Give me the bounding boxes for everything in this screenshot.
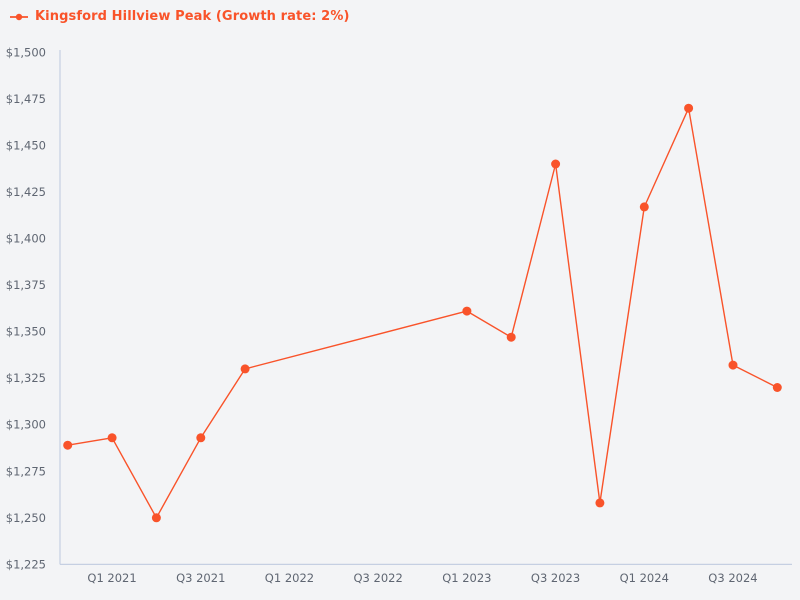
- y-tick-label: $1,350: [6, 325, 46, 339]
- x-tick-label: Q1 2024: [620, 571, 669, 585]
- x-tick-label: Q3 2021: [176, 571, 225, 585]
- y-tick-label: $1,250: [6, 511, 46, 525]
- y-tick-label: $1,475: [6, 92, 46, 106]
- y-tick-label: $1,275: [6, 464, 46, 478]
- series-line: [67, 107, 778, 519]
- legend-label: Kingsford Hillview Peak (Growth rate: 2%…: [35, 9, 350, 24]
- data-point-marker: [639, 202, 649, 212]
- y-tick-label: $1,500: [6, 45, 46, 59]
- data-point-marker: [151, 513, 161, 523]
- x-tick-label: Q1 2022: [265, 571, 314, 585]
- x-tick-label: Q3 2022: [354, 571, 403, 585]
- y-tick-label: $1,425: [6, 185, 46, 199]
- data-point-marker: [728, 360, 738, 370]
- data-point-marker: [240, 364, 250, 374]
- data-point-marker: [772, 383, 782, 392]
- data-point-marker: [684, 103, 694, 113]
- y-tick-label: $1,325: [6, 371, 46, 385]
- x-tick-label: Q3 2024: [708, 571, 757, 585]
- chart-legend: Kingsford Hillview Peak (Growth rate: 2%…: [10, 9, 350, 24]
- data-point-marker: [107, 433, 117, 443]
- data-point-marker: [595, 498, 605, 508]
- data-point-marker: [196, 433, 206, 443]
- y-tick-label: $1,225: [6, 557, 46, 571]
- data-point-marker: [551, 159, 561, 169]
- data-point-marker: [63, 440, 73, 450]
- y-tick-label: $1,300: [6, 418, 46, 432]
- x-tick-label: Q1 2023: [442, 571, 491, 585]
- data-point-marker: [506, 332, 516, 342]
- legend-line-marker-icon: [10, 13, 28, 20]
- y-tick-label: $1,450: [6, 138, 46, 152]
- y-tick-label: $1,375: [6, 278, 46, 292]
- data-point-marker: [462, 306, 472, 316]
- x-tick-label: Q1 2021: [87, 571, 136, 585]
- x-tick-label: Q3 2023: [531, 571, 580, 585]
- y-tick-label: $1,400: [6, 232, 46, 246]
